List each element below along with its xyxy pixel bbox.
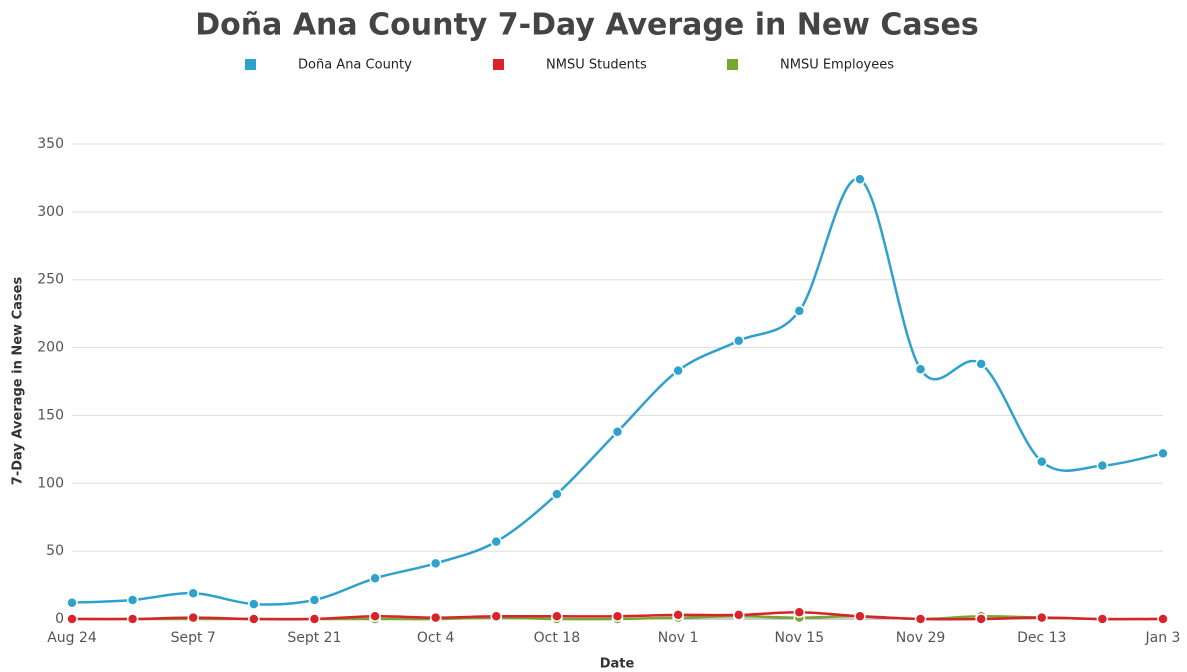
x-tick-label: Oct 18 [534,630,580,646]
data-point [732,609,745,621]
data-point [854,173,866,186]
y-tick-label: 50 [46,543,64,559]
data-point [611,610,624,623]
data-point [308,613,321,625]
y-tick-label: 350 [37,136,64,152]
data-point [732,335,745,347]
data-point [1036,455,1048,468]
data-point [187,587,199,599]
y-tick-label: 0 [55,611,64,627]
data-point [1157,613,1169,625]
data-point [66,596,78,609]
y-tick-label: 300 [37,204,64,220]
data-point [914,613,927,625]
data-point [308,594,321,606]
data-point [1036,611,1048,624]
legend-swatch [493,59,504,70]
series-line [71,177,1164,606]
data-point [975,613,987,625]
legend-label: Doña Ana County [298,58,412,73]
legend-label: NMSU Students [546,58,647,73]
data-point [248,613,260,625]
x-tick-label: Nov 1 [658,630,699,646]
data-point [551,610,563,623]
data-point [429,611,442,624]
data-point [490,535,503,548]
data-point [126,613,139,625]
data-point [611,425,624,438]
x-tick-label: Nov 15 [775,630,825,646]
data-point [551,488,563,500]
y-tick-label: 150 [37,407,64,423]
data-point [369,572,381,585]
data-point [369,610,381,623]
y-tick-label: 250 [37,272,64,288]
x-tick-label: Sept 7 [171,630,216,646]
data-point [1096,459,1109,472]
data-point [793,606,806,618]
data-point [854,610,866,623]
x-axis-title: Date [600,657,635,672]
x-tick-label: Sept 21 [287,630,341,646]
x-tick-label: Dec 13 [1017,630,1066,646]
data-point [187,611,199,624]
data-point [1096,613,1109,625]
data-point [429,557,442,570]
data-point [672,609,684,621]
y-tick-label: 200 [37,340,64,356]
legend-swatch [727,59,738,70]
x-tick-label: Nov 29 [896,630,946,646]
data-point [126,594,139,606]
y-axis-title: 7-Day Average in New Cases [11,277,26,486]
legend-swatch [245,59,256,70]
data-point [490,610,503,623]
data-point [1157,447,1169,460]
x-tick-label: Aug 24 [47,630,97,646]
y-tick-label: 100 [37,475,64,491]
data-point [914,363,927,376]
legend-label: NMSU Employees [780,58,894,73]
data-point [672,364,684,377]
data-point [793,305,806,317]
data-point [248,598,260,610]
x-tick-label: Oct 4 [417,630,455,646]
data-point [66,613,78,625]
data-point [975,358,987,370]
x-tick-label: Jan 3 [1145,630,1181,646]
chart-title: Doña Ana County 7-Day Average in New Cas… [195,8,978,43]
